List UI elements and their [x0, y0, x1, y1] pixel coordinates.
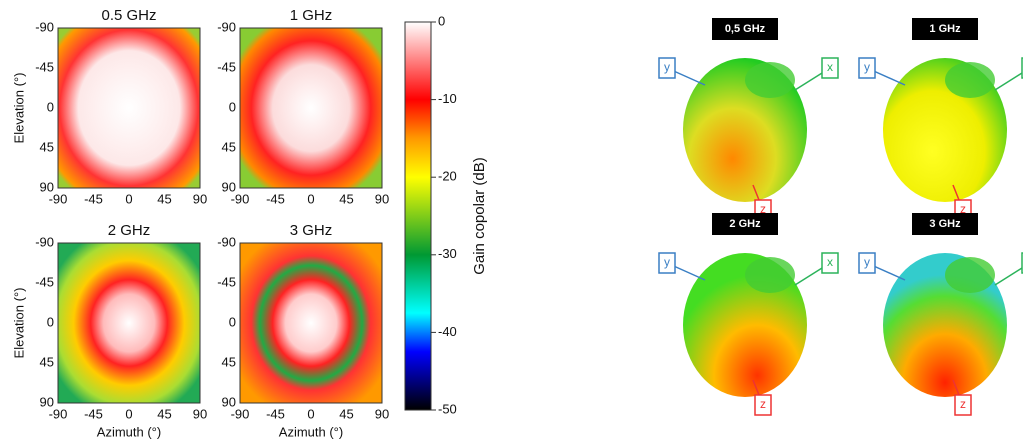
heatmap	[57, 27, 201, 189]
x-tick-label: 90	[375, 406, 389, 421]
axis-label-box	[658, 252, 676, 274]
pattern-title: 1 GHz	[929, 23, 961, 35]
x-tick-label: -45	[84, 406, 103, 421]
axis-label-box	[754, 394, 772, 416]
pattern-lobe	[745, 62, 795, 98]
y-tick-label: -45	[35, 59, 54, 74]
y-tick-label: -45	[35, 274, 54, 289]
panel-title: 2 GHz	[108, 222, 151, 239]
x-tick-label: -90	[49, 406, 68, 421]
axis-label: y	[664, 255, 670, 269]
y-tick-label: 45	[222, 139, 236, 154]
y-axis-label: Elevation (°)	[11, 288, 26, 359]
panel-title: 0.5 GHz	[101, 7, 156, 24]
y-tick-label: 0	[229, 99, 236, 114]
colorbar-tick-label: 0	[438, 13, 445, 28]
x-tick-label: -45	[266, 191, 285, 206]
panel-title: 1 GHz	[290, 7, 333, 24]
pattern-lobe	[745, 257, 795, 293]
x-tick-label: -45	[84, 191, 103, 206]
axis-label: x	[827, 60, 833, 74]
axis-label-box	[658, 57, 676, 79]
axis-label-box	[821, 252, 839, 274]
y-tick-label: -45	[217, 274, 236, 289]
y-tick-label: 0	[47, 314, 54, 329]
x-tick-label: 45	[157, 191, 171, 206]
pattern-title: 2 GHz	[729, 218, 761, 230]
axis-label-box	[821, 57, 839, 79]
y-tick-label: 45	[40, 139, 54, 154]
colorbar-tick-label: -20	[438, 169, 457, 184]
y-tick-label: 90	[222, 179, 236, 194]
x-axis-label: Azimuth (°)	[279, 424, 343, 439]
colorbar-tick-label: -40	[438, 324, 457, 339]
title-box	[912, 213, 978, 235]
x-tick-label: -90	[231, 191, 250, 206]
x-tick-label: 0	[125, 191, 132, 206]
colorbar-tick-label: -30	[438, 246, 457, 261]
y-tick-label: -90	[35, 19, 54, 34]
colorbar	[404, 21, 432, 411]
axis-pointer	[994, 266, 1023, 286]
title-box	[712, 213, 778, 235]
x-tick-label: 0	[307, 406, 314, 421]
x-tick-label: 0	[307, 191, 314, 206]
colorbar-label: Gain copolar (dB)	[471, 157, 488, 275]
axis-label: y	[864, 60, 870, 74]
axis-label-box	[858, 252, 876, 274]
axis-label: z	[760, 202, 766, 216]
pattern-title: 0,5 GHz	[725, 23, 766, 35]
pattern-lobe	[945, 257, 995, 293]
y-tick-label: 0	[229, 314, 236, 329]
y-tick-label: -90	[217, 234, 236, 249]
pattern-title: 3 GHz	[929, 218, 961, 230]
axis-label: y	[664, 60, 670, 74]
colorbar-tick-label: -50	[438, 401, 457, 416]
heatmap	[57, 242, 201, 404]
axis-pointer	[994, 71, 1023, 91]
y-axis-label: Elevation (°)	[11, 73, 26, 144]
axis-label: z	[760, 397, 766, 411]
x-tick-label: 45	[157, 406, 171, 421]
axis-label: z	[960, 202, 966, 216]
x-axis-label: Azimuth (°)	[97, 424, 161, 439]
x-tick-label: 45	[339, 191, 353, 206]
heatmap	[239, 27, 383, 189]
x-tick-label: 90	[193, 406, 207, 421]
y-tick-label: 90	[40, 179, 54, 194]
axis-label-box	[954, 394, 972, 416]
y-tick-label: 90	[40, 394, 54, 409]
y-tick-label: 45	[40, 354, 54, 369]
x-tick-label: 90	[375, 191, 389, 206]
x-tick-label: 0	[125, 406, 132, 421]
x-tick-label: -90	[231, 406, 250, 421]
axis-label-box	[858, 57, 876, 79]
colorbar-tick-label: -10	[438, 91, 457, 106]
title-box	[912, 18, 978, 40]
pattern-lobe	[945, 62, 995, 98]
axis-label: y	[864, 255, 870, 269]
x-tick-label: -45	[266, 406, 285, 421]
x-tick-label: 90	[193, 191, 207, 206]
heatmap	[239, 242, 383, 404]
title-box	[712, 18, 778, 40]
axis-label: z	[960, 397, 966, 411]
x-tick-label: 45	[339, 406, 353, 421]
y-tick-label: -90	[35, 234, 54, 249]
y-tick-label: 45	[222, 354, 236, 369]
y-tick-label: 0	[47, 99, 54, 114]
x-tick-label: -90	[49, 191, 68, 206]
y-tick-label: -90	[217, 19, 236, 34]
panel-title: 3 GHz	[290, 222, 333, 239]
y-tick-label: 90	[222, 394, 236, 409]
y-tick-label: -45	[217, 59, 236, 74]
axis-label: x	[827, 255, 833, 269]
